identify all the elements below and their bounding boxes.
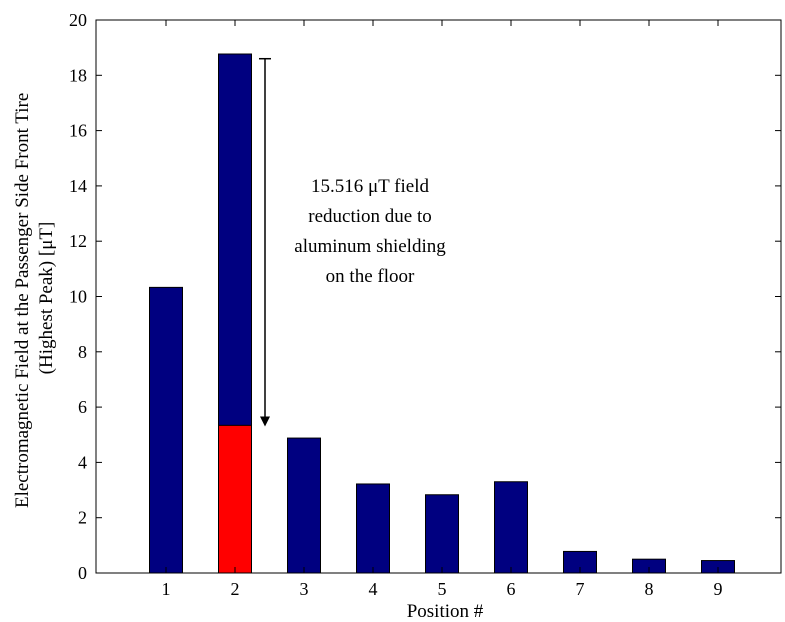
y-axis-title: Electromagnetic Field at the Passenger S… — [12, 88, 57, 508]
y-tick-label-12: 12 — [69, 231, 87, 251]
axes-layer — [95, 19, 782, 574]
bar-series-1-position-6 — [494, 481, 528, 574]
bar-series-1-position-1 — [149, 286, 183, 574]
bar-series-1-position-4 — [356, 483, 390, 574]
y-tick-label-0: 0 — [78, 563, 87, 583]
x-tick-label-3: 3 — [300, 579, 309, 599]
annotation-line-2: reduction due to — [308, 206, 431, 227]
y-tick-label-10: 10 — [69, 287, 87, 307]
y-tick-label-18: 18 — [69, 65, 87, 85]
x-tick-label-8: 8 — [645, 579, 654, 599]
y-axis-title-line-1: Electromagnetic Field at the Passenger S… — [12, 93, 33, 508]
y-tick-label-20: 20 — [69, 10, 87, 30]
x-tick-label-6: 6 — [507, 579, 516, 599]
y-tick-label-6: 6 — [78, 397, 87, 417]
annotation-line-4: on the floor — [326, 266, 415, 287]
y-tick-label-8: 8 — [78, 342, 87, 362]
x-tick-label-5: 5 — [438, 579, 447, 599]
bar-series-2-position-2 — [218, 424, 252, 574]
x-tick-label-1: 1 — [162, 579, 171, 599]
arrow-head — [260, 416, 270, 427]
y-tick-label-16: 16 — [69, 121, 87, 141]
y-axis-title-line-2: (Highest Peak) [μT] — [36, 222, 57, 375]
x-tick-label-9: 9 — [714, 579, 723, 599]
bar-series-1-position-3 — [287, 437, 321, 574]
annotation-layer: 15.516 μT field reduction due to aluminum … — [259, 57, 446, 427]
y-tick-label-2: 2 — [78, 508, 87, 528]
bar-series-1-position-5 — [425, 494, 459, 574]
x-tick-label-2: 2 — [231, 579, 240, 599]
bars-layer — [149, 53, 735, 574]
annotation-line-3: aluminum shielding — [294, 236, 446, 257]
y-tick-label-4: 4 — [78, 452, 87, 472]
x-tick-label-7: 7 — [576, 579, 585, 599]
plot-frame — [95, 19, 782, 574]
y-tick-label-14: 14 — [69, 176, 87, 196]
annotation-line-1: 15.516 μT field — [311, 176, 430, 197]
x-tick-label-4: 4 — [369, 579, 378, 599]
x-axis-title: Position # — [407, 601, 484, 622]
